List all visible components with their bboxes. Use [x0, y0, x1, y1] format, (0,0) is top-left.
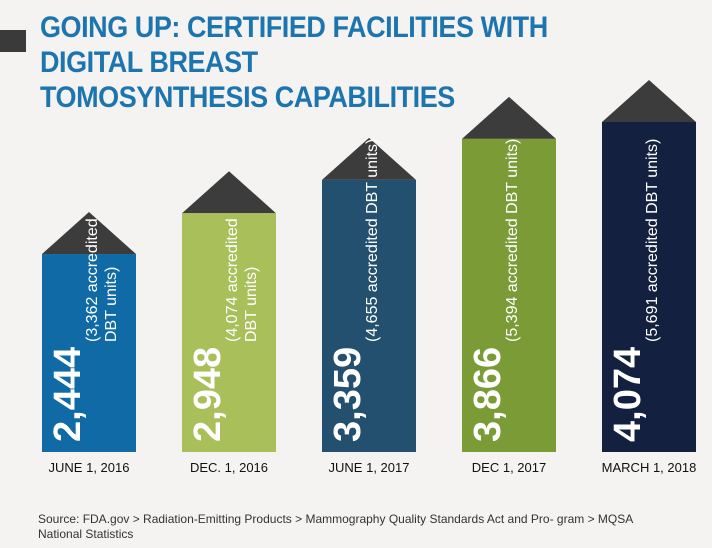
chart-title-line-1: GOING UP: CERTIFIED FACILITIES WITH DIGI… — [40, 11, 548, 79]
bar-2 — [182, 213, 276, 452]
chart-title: GOING UP: CERTIFIED FACILITIES WITH DIGI… — [40, 10, 634, 115]
bar-value-label-1: 2,444 — [47, 347, 89, 442]
bar-sublabel-5-line-1: (5,691 accredited DBT units) — [644, 139, 661, 342]
bar-sublabel-1-line-1: (3,362 accredited — [84, 218, 101, 342]
category-label-1: JUNE 1, 2016 — [49, 460, 130, 475]
bar-sublabel-4-line-1: (5,394 accredited DBT units) — [504, 139, 521, 342]
bar-sublabel-2-line-2: DBT units) — [243, 267, 260, 342]
bar-roof-1 — [42, 212, 136, 255]
bar-1 — [42, 254, 136, 452]
bar-value-label-2: 2,948 — [187, 347, 229, 442]
category-label-5: MARCH 1, 2018 — [602, 460, 697, 475]
bar-sublabel-1-line-2: DBT units) — [103, 267, 120, 342]
bar-5 — [602, 122, 696, 452]
bar-sublabel-3-line-1: (4,655 accredited DBT units) — [364, 139, 381, 342]
chart-title-line-2: TOMOSYNTHESIS CAPABILITIES — [40, 81, 455, 114]
bar-value-label-4: 3,866 — [467, 347, 509, 442]
bar-value-label-5: 4,074 — [607, 347, 649, 442]
bar-roof-5 — [602, 80, 696, 122]
source-note: Source: FDA.gov > Radiation-Emitting Pro… — [38, 512, 633, 541]
category-label-3: JUNE 1, 2017 — [329, 460, 410, 475]
bar-3 — [322, 179, 416, 452]
bar-roof-3 — [322, 137, 416, 180]
category-label-2: DEC. 1, 2016 — [190, 460, 268, 475]
category-label-4: DEC 1, 2017 — [472, 460, 546, 475]
bar-value-label-3: 3,359 — [327, 347, 369, 442]
bar-4 — [462, 138, 556, 452]
bar-roof-2 — [182, 171, 276, 214]
bar-sublabel-2-line-1: (4,074 accredited — [224, 218, 241, 342]
bar-roof-4 — [462, 96, 556, 139]
title-accent-bar — [0, 30, 26, 52]
